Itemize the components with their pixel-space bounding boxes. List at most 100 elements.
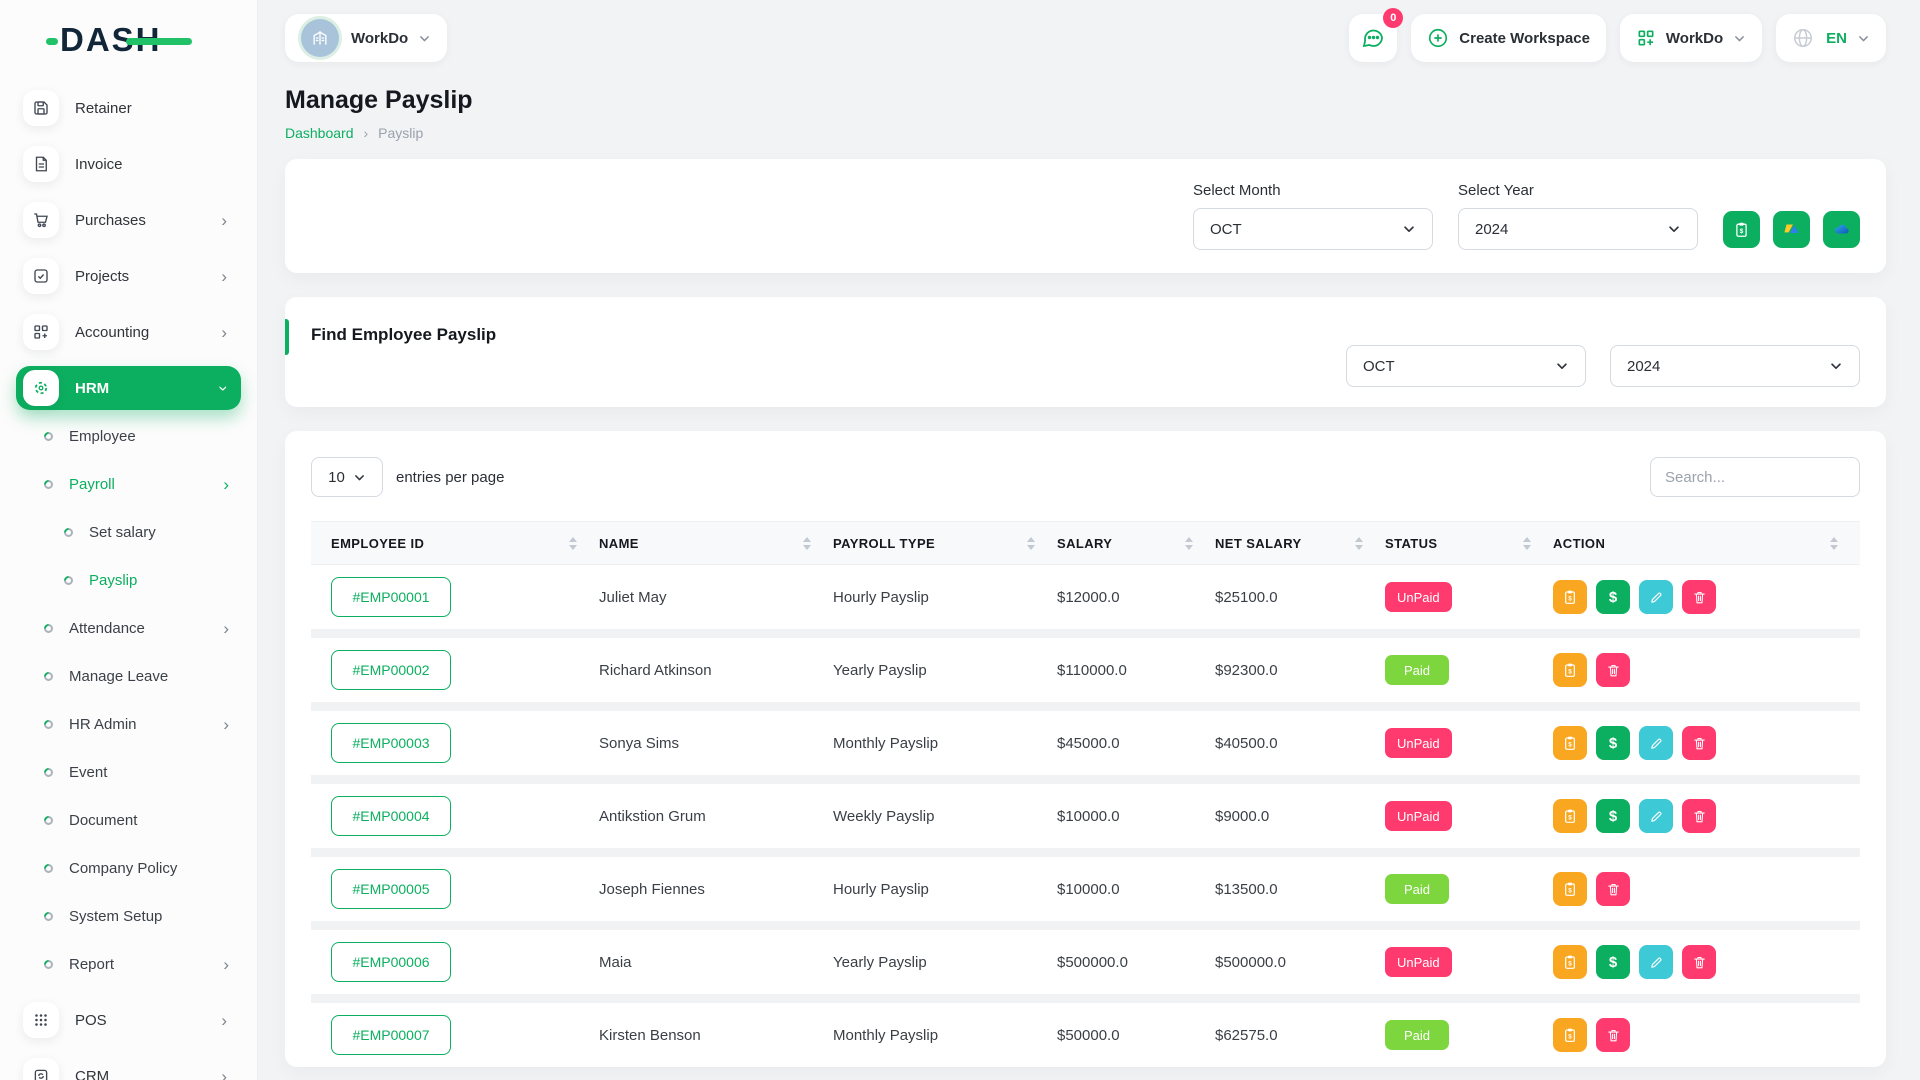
salary: $500000.0 bbox=[1057, 953, 1128, 971]
delete-button[interactable] bbox=[1596, 872, 1630, 906]
sort-icon[interactable] bbox=[1355, 536, 1363, 550]
onedrive-export-button[interactable] bbox=[1823, 211, 1860, 248]
sort-icon[interactable] bbox=[1830, 536, 1838, 550]
chevron-right-icon: › bbox=[221, 1066, 227, 1080]
status-badge: UnPaid bbox=[1385, 728, 1452, 758]
invoice-icon bbox=[23, 146, 59, 182]
pay-button[interactable]: $ bbox=[1596, 799, 1630, 833]
bullet-icon bbox=[62, 525, 75, 539]
breadcrumb-current: Payslip bbox=[378, 125, 424, 141]
app-switcher[interactable]: WorkDo bbox=[1619, 14, 1763, 62]
year-select[interactable]: 2024 bbox=[1458, 208, 1698, 250]
hrm-icon bbox=[23, 370, 59, 406]
sidebar-item-retainer[interactable]: Retainer bbox=[16, 86, 241, 130]
google-drive-export-button[interactable] bbox=[1773, 211, 1810, 248]
edit-button[interactable] bbox=[1639, 726, 1673, 760]
sidebar-item-purchases[interactable]: Purchases › bbox=[16, 198, 241, 242]
sort-icon[interactable] bbox=[569, 536, 577, 550]
bulk-payslip-button[interactable] bbox=[1723, 211, 1760, 248]
sidebar-item-payslip[interactable]: Payslip bbox=[62, 566, 241, 594]
employee-id-badge[interactable]: #EMP00007 bbox=[331, 1015, 451, 1055]
create-workspace-button[interactable]: Create Workspace bbox=[1411, 14, 1606, 62]
pay-button[interactable]: $ bbox=[1596, 726, 1630, 760]
bullet-icon bbox=[42, 765, 55, 779]
edit-button[interactable] bbox=[1639, 580, 1673, 614]
sidebar-item-accounting[interactable]: Accounting › bbox=[16, 310, 241, 354]
breadcrumb-dashboard-link[interactable]: Dashboard bbox=[285, 125, 354, 141]
net-salary: $40500.0 bbox=[1215, 734, 1278, 752]
search-input[interactable] bbox=[1650, 457, 1860, 497]
month-select[interactable]: OCT bbox=[1193, 208, 1433, 250]
sidebar-item-employee[interactable]: Employee bbox=[42, 422, 241, 450]
sidebar-item-event[interactable]: Event bbox=[42, 758, 241, 786]
sort-icon[interactable] bbox=[803, 536, 811, 550]
column-header[interactable]: ACTION bbox=[1553, 536, 1860, 551]
sidebar-item-crm[interactable]: CRM › bbox=[16, 1054, 241, 1080]
column-header[interactable]: SALARY bbox=[1057, 536, 1215, 551]
sidebar-item-document[interactable]: Document bbox=[42, 806, 241, 834]
delete-button[interactable] bbox=[1596, 653, 1630, 687]
sidebar-item-label: Payroll bbox=[69, 475, 115, 493]
employee-id-badge[interactable]: #EMP00004 bbox=[331, 796, 451, 836]
payslip-button[interactable] bbox=[1553, 726, 1587, 760]
employee-id-badge[interactable]: #EMP00001 bbox=[331, 577, 451, 617]
sidebar-item-manage-leave[interactable]: Manage Leave bbox=[42, 662, 241, 690]
language-selector[interactable]: EN bbox=[1776, 14, 1886, 62]
table-header-row: EMPLOYEE ID NAME PAYROLL TYPE SALARY NET… bbox=[311, 521, 1860, 565]
chevron-down-icon bbox=[418, 32, 431, 45]
row-separator bbox=[311, 921, 1860, 930]
edit-button[interactable] bbox=[1639, 945, 1673, 979]
net-salary: $62575.0 bbox=[1215, 1026, 1278, 1044]
sidebar-item-hr-admin[interactable]: HR Admin › bbox=[42, 710, 241, 738]
payslip-button[interactable] bbox=[1553, 799, 1587, 833]
sidebar-item-projects[interactable]: Projects › bbox=[16, 254, 241, 298]
sidebar-item-payroll[interactable]: Payroll › bbox=[42, 470, 241, 498]
payslip-button[interactable] bbox=[1553, 872, 1587, 906]
sort-icon[interactable] bbox=[1027, 536, 1035, 550]
column-header[interactable]: PAYROLL TYPE bbox=[833, 536, 1057, 551]
sidebar-item-attendance[interactable]: Attendance › bbox=[42, 614, 241, 642]
payslip-button[interactable] bbox=[1553, 1018, 1587, 1052]
workspace-selector[interactable]: WorkDo bbox=[285, 14, 448, 62]
employee-id-badge[interactable]: #EMP00003 bbox=[331, 723, 451, 763]
sort-icon[interactable] bbox=[1185, 536, 1193, 550]
edit-button[interactable] bbox=[1639, 799, 1673, 833]
sidebar-item-pos[interactable]: POS › bbox=[16, 998, 241, 1042]
delete-button[interactable] bbox=[1682, 726, 1716, 760]
column-header[interactable]: STATUS bbox=[1385, 536, 1553, 551]
chevron-right-icon: › bbox=[223, 474, 229, 494]
employee-id-badge[interactable]: #EMP00006 bbox=[331, 942, 451, 982]
payslip-button[interactable] bbox=[1553, 653, 1587, 687]
delete-button[interactable] bbox=[1596, 1018, 1630, 1052]
find-year-select[interactable]: 2024 bbox=[1610, 345, 1860, 387]
delete-button[interactable] bbox=[1682, 799, 1716, 833]
pay-button[interactable]: $ bbox=[1596, 580, 1630, 614]
chevron-right-icon: › bbox=[221, 210, 227, 230]
sidebar-item-invoice[interactable]: Invoice bbox=[16, 142, 241, 186]
sidebar-item-company-policy[interactable]: Company Policy bbox=[42, 854, 241, 882]
delete-button[interactable] bbox=[1682, 945, 1716, 979]
payslip-button[interactable] bbox=[1553, 580, 1587, 614]
sidebar-item-set-salary[interactable]: Set salary bbox=[62, 518, 241, 546]
sidebar-item-system-setup[interactable]: System Setup bbox=[42, 902, 241, 930]
sort-icon[interactable] bbox=[1523, 536, 1531, 550]
sidebar-item-label: Accounting bbox=[75, 323, 150, 341]
payslip-button[interactable] bbox=[1553, 945, 1587, 979]
find-month-select[interactable]: OCT bbox=[1346, 345, 1586, 387]
table-row: #EMP00007 Kirsten Benson Monthly Payslip… bbox=[311, 1003, 1860, 1067]
messages-button[interactable]: 0 bbox=[1349, 8, 1404, 62]
employee-name: Kirsten Benson bbox=[599, 1026, 701, 1044]
delete-button[interactable] bbox=[1682, 580, 1716, 614]
app-logo[interactable]: DASH bbox=[0, 0, 257, 80]
page-size-select[interactable]: 10 bbox=[311, 457, 383, 497]
pay-button[interactable]: $ bbox=[1596, 945, 1630, 979]
column-header[interactable]: NAME bbox=[599, 536, 833, 551]
sidebar-item-report[interactable]: Report › bbox=[42, 950, 241, 978]
sidebar-item-label: Manage Leave bbox=[69, 667, 169, 685]
column-header[interactable]: EMPLOYEE ID bbox=[311, 536, 599, 551]
employee-id-badge[interactable]: #EMP00002 bbox=[331, 650, 451, 690]
sidebar-item-hrm[interactable]: HRM › bbox=[16, 366, 241, 410]
column-header[interactable]: NET SALARY bbox=[1215, 536, 1385, 551]
employee-id-badge[interactable]: #EMP00005 bbox=[331, 869, 451, 909]
